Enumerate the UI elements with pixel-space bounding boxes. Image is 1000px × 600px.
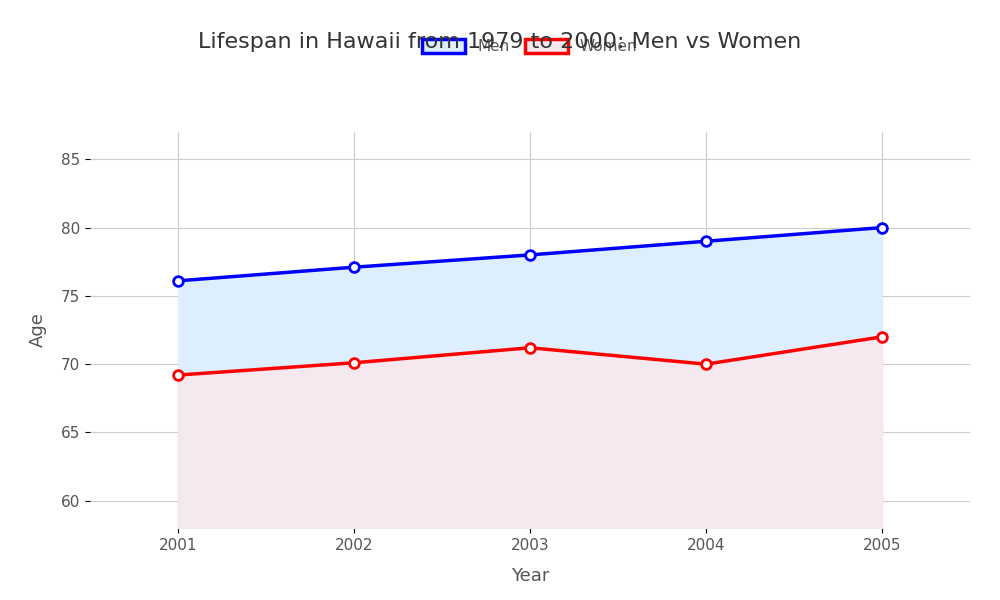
Legend: Men, Women: Men, Women [416, 33, 644, 61]
Text: Lifespan in Hawaii from 1979 to 2000: Men vs Women: Lifespan in Hawaii from 1979 to 2000: Me… [198, 32, 802, 52]
Y-axis label: Age: Age [29, 313, 47, 347]
X-axis label: Year: Year [511, 566, 549, 584]
